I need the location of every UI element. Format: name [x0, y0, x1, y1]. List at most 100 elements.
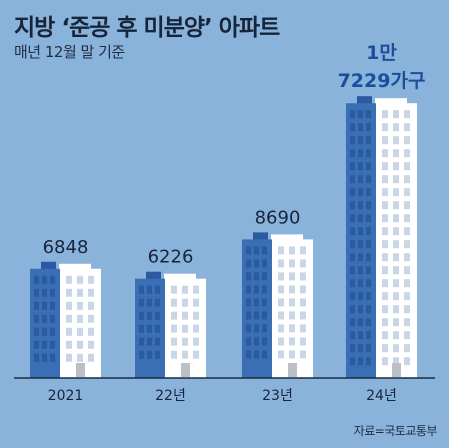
window [358, 253, 363, 262]
window [171, 350, 177, 359]
roof-block [253, 232, 268, 241]
window [366, 110, 371, 119]
window [77, 275, 83, 284]
window [34, 314, 39, 323]
window [77, 340, 83, 349]
window [393, 110, 399, 119]
window [42, 353, 47, 362]
window [139, 324, 144, 333]
window [358, 162, 363, 171]
window [155, 285, 160, 294]
window [358, 123, 363, 132]
window [404, 162, 410, 171]
window [350, 240, 355, 249]
window [358, 149, 363, 158]
window [88, 353, 94, 362]
window [254, 311, 259, 320]
window [278, 324, 284, 333]
window [366, 162, 371, 171]
window [404, 136, 410, 145]
window [193, 311, 199, 320]
window [382, 331, 388, 340]
window [366, 240, 371, 249]
window [262, 272, 267, 281]
window [34, 275, 39, 284]
category-label: 22년 [155, 388, 186, 404]
window [300, 350, 306, 359]
window [193, 298, 199, 307]
window [404, 214, 410, 223]
window [382, 279, 388, 288]
window [289, 298, 295, 307]
window [171, 337, 177, 346]
window [77, 301, 83, 310]
window [66, 301, 72, 310]
bar-building-1 [30, 261, 101, 378]
window [382, 136, 388, 145]
category-label: 2021 [48, 388, 84, 404]
window [88, 288, 94, 297]
window [88, 314, 94, 323]
window [366, 344, 371, 353]
window [278, 311, 284, 320]
window [382, 344, 388, 353]
window [50, 275, 55, 284]
window [350, 162, 355, 171]
window [300, 298, 306, 307]
window [42, 327, 47, 336]
window [366, 318, 371, 327]
value-label: 1만 [366, 42, 397, 64]
window [254, 350, 259, 359]
window [393, 201, 399, 210]
window [171, 285, 177, 294]
window [147, 298, 152, 307]
window [155, 311, 160, 320]
window [404, 292, 410, 301]
window [300, 311, 306, 320]
window [358, 266, 363, 275]
bar-building-3 [242, 232, 313, 378]
window [88, 301, 94, 310]
window [77, 314, 83, 323]
window [34, 340, 39, 349]
window [404, 266, 410, 275]
window [262, 259, 267, 268]
window [50, 301, 55, 310]
window [358, 175, 363, 184]
roof-block [146, 271, 161, 280]
window [382, 201, 388, 210]
window [358, 240, 363, 249]
window [404, 149, 410, 158]
window [254, 285, 259, 294]
window [246, 246, 251, 255]
window [393, 214, 399, 223]
window [262, 324, 267, 333]
window [147, 311, 152, 320]
window [254, 246, 259, 255]
window [77, 327, 83, 336]
window [358, 279, 363, 288]
window [289, 350, 295, 359]
window [382, 214, 388, 223]
window [289, 324, 295, 333]
window [42, 314, 47, 323]
window [393, 357, 399, 366]
window [50, 353, 55, 362]
window [404, 253, 410, 262]
window [393, 344, 399, 353]
window [350, 305, 355, 314]
window [34, 301, 39, 310]
window [262, 298, 267, 307]
window [404, 240, 410, 249]
window [147, 324, 152, 333]
window [147, 285, 152, 294]
window [147, 337, 152, 346]
window [88, 340, 94, 349]
door [76, 363, 85, 377]
window [350, 188, 355, 197]
window [254, 324, 259, 333]
window [350, 201, 355, 210]
window [350, 266, 355, 275]
window [358, 214, 363, 223]
